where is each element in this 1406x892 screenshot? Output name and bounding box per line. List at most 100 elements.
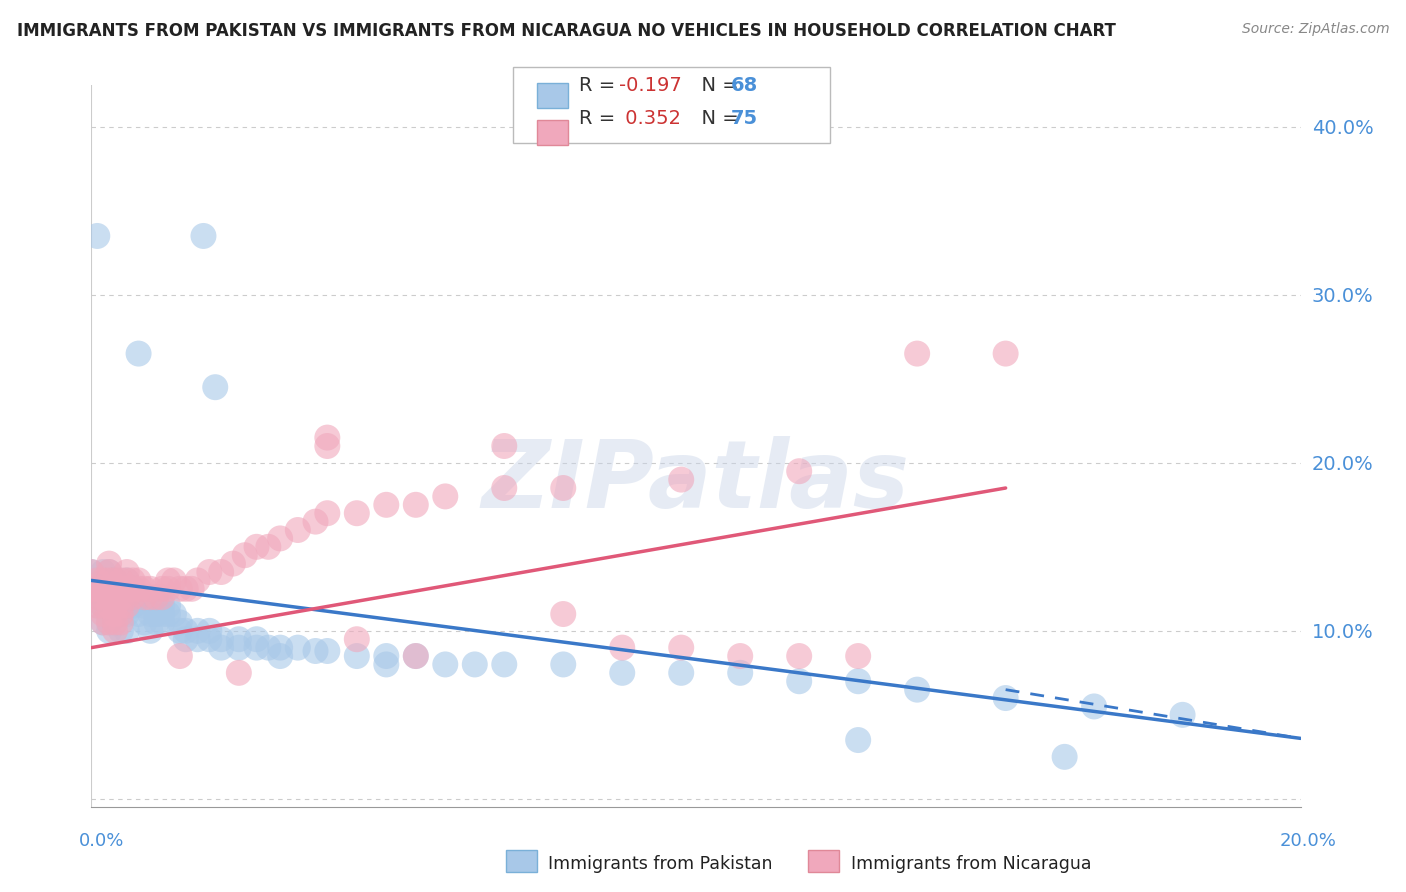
Point: [174, 624, 197, 638]
Text: Source: ZipAtlas.com: Source: ZipAtlas.com: [1241, 22, 1389, 37]
Point: [671, 473, 693, 487]
Point: [150, 615, 173, 630]
Point: [104, 582, 127, 596]
Point: [257, 540, 280, 554]
Point: [104, 574, 127, 588]
Point: [846, 733, 869, 747]
Point: [121, 591, 143, 605]
Point: [287, 640, 309, 655]
Text: 75: 75: [731, 109, 758, 128]
Point: [269, 640, 291, 655]
Point: [612, 665, 634, 680]
Point: [1053, 749, 1076, 764]
Point: [134, 582, 156, 596]
Point: [86, 574, 108, 588]
Point: [110, 582, 132, 596]
Point: [139, 607, 162, 621]
Point: [150, 591, 173, 605]
Point: [671, 665, 693, 680]
Point: [121, 574, 143, 588]
Point: [91, 591, 114, 605]
Point: [91, 615, 114, 630]
Point: [139, 582, 162, 596]
Point: [86, 582, 108, 596]
Point: [228, 640, 250, 655]
Point: [157, 582, 180, 596]
Point: [128, 574, 150, 588]
Point: [187, 632, 209, 647]
Point: [316, 439, 339, 453]
Point: [174, 582, 197, 596]
Point: [198, 624, 221, 638]
Point: [671, 640, 693, 655]
Point: [91, 599, 114, 613]
Point: [134, 599, 156, 613]
Point: [198, 565, 221, 579]
Point: [110, 574, 132, 588]
Point: [104, 582, 127, 596]
Text: ZIPatlas: ZIPatlas: [482, 436, 910, 528]
Point: [98, 599, 121, 613]
Point: [110, 607, 132, 621]
Point: [80, 565, 103, 579]
Point: [86, 591, 108, 605]
Point: [434, 657, 457, 672]
Point: [86, 599, 108, 613]
Point: [157, 599, 180, 613]
Point: [110, 591, 132, 605]
Text: 20.0%: 20.0%: [1279, 831, 1336, 849]
Point: [728, 665, 751, 680]
Point: [145, 591, 167, 605]
Point: [80, 582, 103, 596]
Point: [104, 591, 127, 605]
Point: [316, 431, 339, 445]
Text: N =: N =: [689, 109, 745, 128]
Point: [157, 574, 180, 588]
Point: [150, 582, 173, 596]
Point: [91, 582, 114, 596]
Point: [287, 523, 309, 537]
Point: [104, 599, 127, 613]
Point: [121, 599, 143, 613]
Point: [110, 582, 132, 596]
Point: [121, 582, 143, 596]
Text: Immigrants from Pakistan: Immigrants from Pakistan: [548, 855, 773, 872]
Point: [86, 582, 108, 596]
Point: [316, 506, 339, 520]
Point: [110, 599, 132, 613]
Point: [128, 582, 150, 596]
Point: [145, 607, 167, 621]
Point: [115, 599, 138, 613]
Point: [80, 565, 103, 579]
Point: [128, 346, 150, 360]
Point: [905, 682, 928, 697]
Point: [612, 640, 634, 655]
Point: [209, 565, 232, 579]
Point: [91, 607, 114, 621]
Point: [157, 607, 180, 621]
Point: [98, 582, 121, 596]
Point: [104, 615, 127, 630]
Text: N =: N =: [689, 76, 745, 95]
Point: [193, 229, 215, 244]
Point: [994, 346, 1017, 360]
Point: [163, 574, 186, 588]
Point: [115, 565, 138, 579]
Point: [346, 632, 368, 647]
Point: [405, 648, 427, 663]
Point: [169, 648, 191, 663]
Point: [269, 532, 291, 546]
Point: [139, 624, 162, 638]
Point: [494, 481, 516, 495]
Point: [375, 498, 398, 512]
Point: [128, 591, 150, 605]
Point: [98, 591, 121, 605]
Point: [174, 632, 197, 647]
Point: [375, 657, 398, 672]
Point: [115, 607, 138, 621]
Point: [222, 557, 245, 571]
Point: [434, 490, 457, 504]
Text: Immigrants from Nicaragua: Immigrants from Nicaragua: [851, 855, 1091, 872]
Text: R =: R =: [579, 76, 621, 95]
Point: [98, 582, 121, 596]
